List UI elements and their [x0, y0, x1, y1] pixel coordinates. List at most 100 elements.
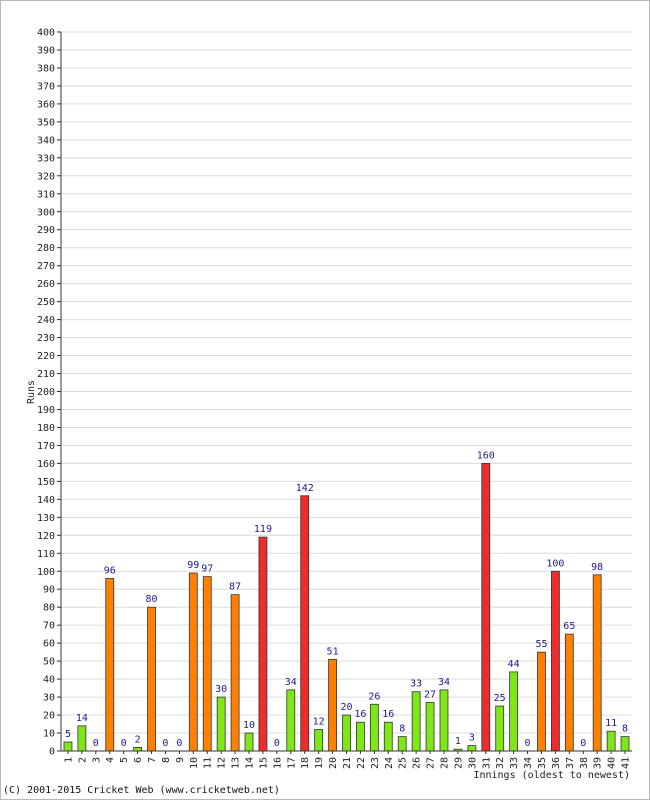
bar: [369, 703, 379, 752]
y-tick-label: 330: [37, 153, 55, 164]
y-tick-label: 360: [37, 99, 55, 110]
y-tick-label: 180: [37, 423, 55, 434]
x-tick-label: 28: [439, 757, 450, 769]
x-tick-label: 22: [356, 757, 367, 769]
y-tick-label: 70: [43, 621, 55, 632]
bar: [397, 736, 407, 752]
data-label: 97: [201, 564, 213, 575]
y-tick-label: 160: [37, 459, 55, 470]
y-tick-label: 120: [37, 531, 55, 542]
y-tick-label: 190: [37, 405, 55, 416]
y-tick-label: 370: [37, 81, 55, 92]
y-tick-label: 390: [37, 45, 55, 56]
y-tick-label: 130: [37, 513, 55, 524]
data-label: 142: [296, 483, 314, 494]
y-tick-label: 310: [37, 189, 55, 200]
data-label: 0: [121, 738, 127, 749]
x-tick-label: 9: [175, 757, 186, 763]
data-label: 16: [354, 709, 366, 720]
x-tick-label: 16: [272, 757, 283, 769]
x-tick-label: 37: [565, 757, 576, 769]
bar: [342, 714, 351, 752]
bar: [63, 741, 73, 752]
data-label: 10: [243, 720, 255, 731]
data-label: 0: [580, 738, 586, 749]
x-tick-label: 10: [189, 757, 200, 769]
data-label: 65: [563, 621, 575, 632]
x-tick-label: 23: [370, 757, 381, 769]
data-label: 16: [382, 709, 394, 720]
x-tick-label: 4: [105, 757, 116, 763]
bar: [620, 736, 630, 752]
bar: [606, 730, 616, 752]
data-label: 99: [187, 560, 199, 571]
y-axis-title: Runs: [26, 380, 37, 404]
x-tick-label: 8: [161, 757, 172, 763]
y-tick-label: 10: [43, 729, 55, 740]
x-tick-label: 18: [300, 757, 311, 769]
x-tick-label: 24: [384, 757, 395, 769]
y-tick-label: 100: [37, 567, 55, 578]
x-tick-label: 41: [621, 757, 632, 769]
y-tick-label: 250: [37, 297, 55, 308]
bar: [77, 725, 87, 752]
bars: [63, 462, 630, 752]
y-tick-label: 230: [37, 333, 55, 344]
data-label: 96: [104, 565, 116, 576]
y-tick-label: 280: [37, 243, 55, 254]
bar: [202, 576, 212, 752]
data-label: 87: [229, 582, 241, 593]
x-tick-label: 5: [119, 757, 130, 763]
data-label: 0: [162, 738, 168, 749]
bar: [216, 696, 226, 752]
axes: [57, 31, 632, 754]
data-label: 12: [313, 716, 325, 727]
data-label: 160: [477, 450, 495, 461]
y-tick-label: 20: [43, 711, 55, 722]
x-tick-label: 2: [77, 757, 88, 763]
x-tick-label: 15: [258, 757, 269, 769]
x-tick-label: 39: [593, 757, 604, 769]
data-label: 0: [176, 738, 182, 749]
x-tick-label: 29: [453, 757, 464, 769]
data-label: 55: [535, 639, 547, 650]
bar: [425, 702, 435, 752]
data-label: 3: [469, 733, 475, 744]
x-tick-label: 7: [147, 757, 158, 763]
data-label: 20: [340, 702, 352, 713]
bar: [314, 729, 324, 752]
data-label: 14: [76, 713, 88, 724]
x-tick-label: 35: [537, 757, 548, 769]
bar: [509, 671, 519, 752]
x-tick-label: 34: [523, 757, 534, 769]
y-tick-label: 140: [37, 495, 55, 506]
bar: [356, 721, 365, 752]
x-tick-label: 27: [426, 757, 437, 769]
x-tick-label: 14: [245, 757, 256, 769]
bar: [300, 495, 310, 752]
y-tick-label: 260: [37, 279, 55, 290]
data-label: 5: [65, 729, 71, 740]
data-label: 80: [146, 594, 158, 605]
data-label: 33: [410, 679, 422, 690]
bar: [481, 462, 491, 752]
bar: [383, 721, 393, 752]
y-tick-label: 380: [37, 63, 55, 74]
x-tick-label: 26: [412, 757, 423, 769]
y-tick-label: 50: [43, 657, 55, 668]
bar: [188, 572, 198, 752]
data-label: 0: [525, 738, 531, 749]
x-tick-label: 40: [607, 757, 618, 769]
x-tick-label: 38: [579, 757, 590, 769]
data-label: 51: [327, 646, 339, 657]
data-label: 34: [285, 677, 297, 688]
data-label: 98: [591, 562, 603, 573]
bar: [537, 651, 546, 752]
x-tick-label: 17: [286, 757, 297, 769]
x-tick-label: 36: [551, 757, 562, 769]
bar: [286, 689, 296, 752]
y-tick-label: 320: [37, 171, 55, 182]
y-tick-label: 340: [37, 135, 55, 146]
